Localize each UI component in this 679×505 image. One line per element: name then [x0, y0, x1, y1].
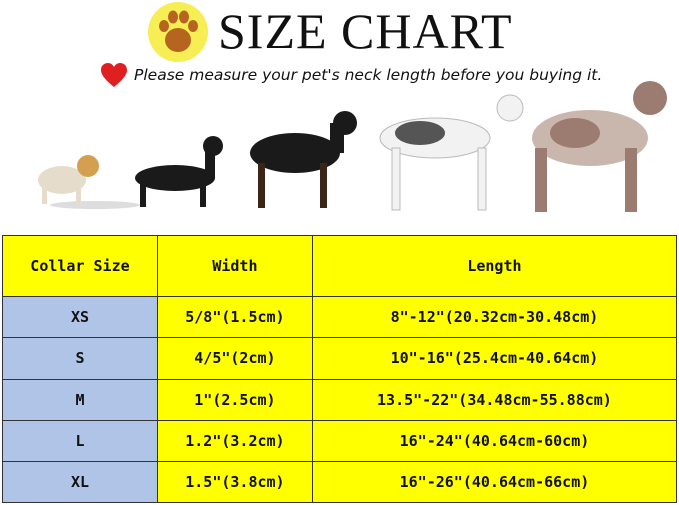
table-row: L 1.2"(3.2cm) 16"-24"(40.64cm-60cm) [2, 419, 678, 462]
column-header: Length [311, 234, 678, 298]
length-cell: 10"-16"(25.4cm-40.64cm) [311, 337, 678, 380]
length-cell: 13.5"-22"(34.48cm-55.88cm) [311, 378, 678, 421]
white-dog-illustration [379, 94, 524, 211]
dog-illustrations [38, 81, 667, 212]
paw-icon [148, 2, 208, 62]
dachshund-illustration [135, 136, 223, 207]
page-title: SIZE CHART [218, 3, 513, 59]
column-header: Width [156, 234, 313, 298]
width-cell: 1.2"(3.2cm) [156, 419, 313, 462]
size-cell: S [2, 337, 158, 380]
column-header: Collar Size [2, 234, 158, 298]
length-cell: 8"-12"(20.32cm-30.48cm) [311, 296, 678, 339]
width-cell: 1"(2.5cm) [156, 378, 313, 421]
note-text: Please measure your pet's neck length be… [134, 66, 603, 84]
length-cell: 16"-24"(40.64cm-60cm) [311, 419, 678, 462]
heart-icon [101, 63, 127, 87]
width-cell: 4/5"(2cm) [156, 337, 313, 380]
table-row: S 4/5"(2cm) 10"-16"(25.4cm-40.64cm) [2, 337, 678, 380]
wolfhound-illustration [532, 81, 667, 212]
length-cell: 16"-26"(40.64cm-66cm) [311, 460, 678, 504]
table-header-row: Collar Size Width Length [2, 234, 678, 298]
measure-note: Please measure your pet's neck length be… [100, 62, 602, 88]
size-cell: M [2, 378, 158, 421]
table-row: M 1"(2.5cm) 13.5"-22"(34.48cm-55.88cm) [2, 378, 678, 421]
doberman-illustration [250, 111, 357, 208]
width-cell: 1.5"(3.8cm) [156, 460, 313, 504]
size-table: Collar Size Width Length XS 5/8"(1.5cm) … [2, 234, 678, 504]
table-row: XL 1.5"(3.8cm) 16"-26"(40.64cm-66cm) [2, 460, 678, 504]
small-dog-illustration [38, 155, 99, 204]
size-cell: L [2, 419, 158, 462]
table-row: XS 5/8"(1.5cm) 8"-12"(20.32cm-30.48cm) [2, 296, 678, 339]
width-cell: 5/8"(1.5cm) [156, 296, 313, 339]
size-cell: XL [2, 460, 158, 504]
size-cell: XS [2, 296, 158, 339]
